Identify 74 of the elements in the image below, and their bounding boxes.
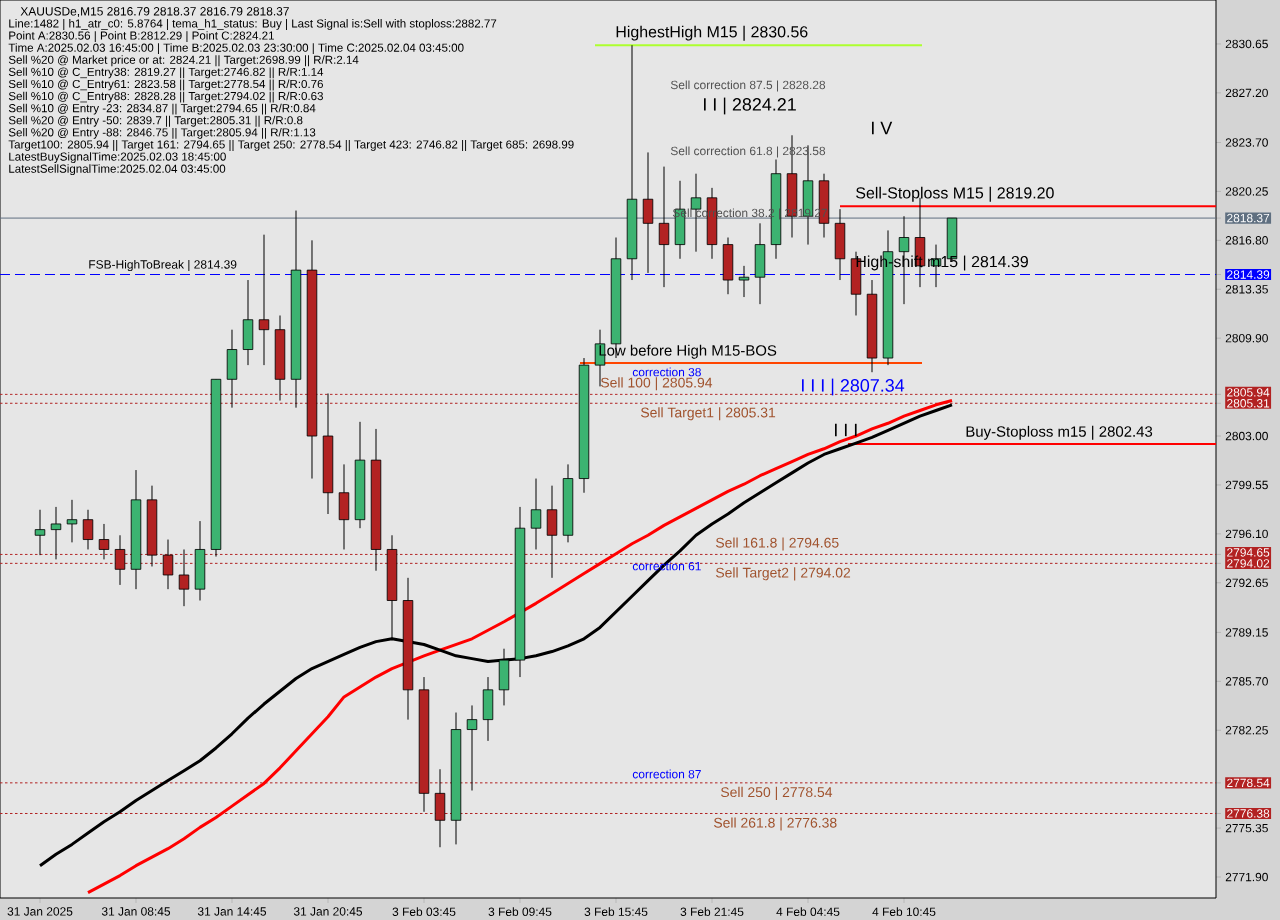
- y-tick-label: 2813.35: [1225, 285, 1268, 294]
- annotation: Sell %20 @ Entry -50: 2839.7 || Target:2805.31 || R/R:0.8: [8, 115, 303, 127]
- x-tick-label: 3 Feb 03:45: [392, 907, 456, 916]
- ref-line-label: Sell 250 | 2778.54: [720, 786, 833, 800]
- annotation: Sell %10 @ C_Entry88: 2828.28 || Target:2794.02 || R/R:0.63: [8, 91, 323, 103]
- annotation: Point A:2830.56 | Point B:2812.29 | Point C:2824.21: [9, 31, 274, 42]
- y-tick-label: 2805.94: [1227, 388, 1270, 397]
- annotation: Sell correction 87.5 | 2828.28: [670, 80, 826, 92]
- y-tick-label: 2776.38: [1227, 809, 1270, 818]
- y-tick-label: 2778.54: [1227, 778, 1270, 788]
- x-tick-label: 4 Feb 10:45: [872, 907, 936, 916]
- x-tick-label: 4 Feb 04:45: [776, 907, 840, 916]
- y-tick-label: 2814.39: [1227, 270, 1270, 279]
- y-tick-label: 2785.70: [1225, 677, 1268, 686]
- candlestick: [658, 166, 670, 288]
- ref-line-label: Sell Target1 | 2805.31: [640, 407, 776, 421]
- annotation: LatestSellSignalTime:2025.02.04 03:45:00: [9, 164, 226, 176]
- annotation: LatestBuySignalTime:2025.02.03 18:45:00: [9, 152, 226, 163]
- y-tick-label: 2789.15: [1225, 628, 1268, 637]
- ref-line-label: Sell-Stoploss M15 | 2819.20: [856, 186, 1054, 202]
- annotation: correction 87: [632, 769, 701, 779]
- y-tick-label: 2775.35: [1225, 823, 1268, 833]
- x-tick-label: 31 Jan 08:45: [101, 907, 171, 916]
- y-tick-label: 2799.55: [1225, 480, 1268, 490]
- candlestick: [466, 704, 478, 792]
- ref-line-label: Buy-Stoploss m15 | 2802.43: [966, 425, 1153, 440]
- candlestick: [738, 265, 750, 298]
- x-tick-label: 31 Jan 20:45: [293, 907, 363, 916]
- annotation: Sell %10 @ C_Entry61: 2823.58 || Target:2778.54 || R/R:0.76: [8, 79, 323, 91]
- ref-line-label: HighestHigh M15 | 2830.56: [616, 25, 808, 41]
- annotation: Target100: 2805.94 || Target 161: 2794.65 || Target 250: 2778.54 || Target 423: 2746.82 || Target 685: 2698.99: [8, 140, 574, 151]
- x-tick-label: 31 Jan 2025: [7, 907, 73, 916]
- y-tick-label: 2796.10: [1225, 529, 1268, 539]
- y-tick-label: 2794.65: [1227, 548, 1270, 557]
- ref-line-label: Sell 161.8 | 2794.65: [715, 537, 839, 551]
- y-tick-label: 2818.37: [1227, 213, 1270, 223]
- candlestick: [530, 478, 542, 550]
- annotation: Sell %20 @ Market price or at: 2824.21 || Target:2698.99 || R/R:2.14: [8, 55, 359, 67]
- annotation: Line:1482 | h1_atr_c0: 5.8764 | tema_h1_status: Buy | Last Signal is:Sell with stoploss:2882.77: [9, 19, 497, 30]
- x-tick-label: 3 Feb 09:45: [488, 907, 552, 916]
- ref-line-label: Sell Target2 | 2794.02: [715, 567, 851, 581]
- y-tick-label: 2827.20: [1225, 88, 1268, 98]
- annotation: Sell %10 @ C_Entry38: 2819.27 || Target:2746.82 || R/R:1.14: [8, 67, 324, 79]
- ref-line-label: Sell 261.8 | 2776.38: [713, 817, 837, 831]
- y-tick-label: 2803.00: [1225, 431, 1268, 441]
- y-tick-label: 2820.25: [1225, 187, 1268, 196]
- annotation: Sell %10 @ Entry -23: 2834.87 || Target:2794.65 || R/R:0.84: [8, 103, 316, 115]
- y-tick-label: 2782.25: [1225, 726, 1268, 735]
- x-tick-label: 3 Feb 15:45: [584, 907, 648, 916]
- y-tick-label: 2816.80: [1225, 236, 1268, 245]
- annotation: I V: [872, 121, 893, 135]
- y-tick-label: 2830.65: [1225, 39, 1268, 49]
- candlestick: [34, 509, 46, 556]
- annotation: correction 38: [632, 367, 701, 377]
- candlestick: [50, 506, 62, 560]
- y-tick-label: 2805.31: [1227, 399, 1270, 408]
- y-tick-label: 2771.90: [1225, 872, 1268, 882]
- annotation: I I I | 2807.34: [802, 378, 905, 396]
- candlestick: [82, 509, 94, 550]
- ref-line-label: FSB-HighToBreak | 2814.39: [89, 259, 237, 272]
- candlestick: [66, 499, 78, 543]
- y-tick-label: 2794.02: [1227, 559, 1270, 568]
- text: XAUUSDe,M15 2816.79 2818.37 2816.79 2818.37: [20, 7, 289, 17]
- annotation: I I | 2824.21: [704, 97, 796, 115]
- x-tick-label: 31 Jan 14:45: [197, 907, 267, 916]
- x-tick-label: 3 Feb 21:45: [680, 907, 744, 916]
- annotation: Time A:2025.02.03 16:45:00 | Time B:2025.02.03 23:30:00 | Time C:2025.02.04 03:45:00: [8, 43, 464, 55]
- y-tick-label: 2809.90: [1225, 333, 1268, 343]
- annotation: I I I: [835, 423, 857, 437]
- annotation: Sell %20 @ Entry -88: 2846.75 || Target:2805.94 || R/R:1.13: [8, 127, 316, 139]
- y-tick-label: 2792.65: [1225, 578, 1268, 587]
- ref-line-label: Sell 100 | 2805.94: [600, 377, 713, 391]
- candlestick: [258, 234, 270, 366]
- y-tick-label: 2823.70: [1225, 138, 1268, 147]
